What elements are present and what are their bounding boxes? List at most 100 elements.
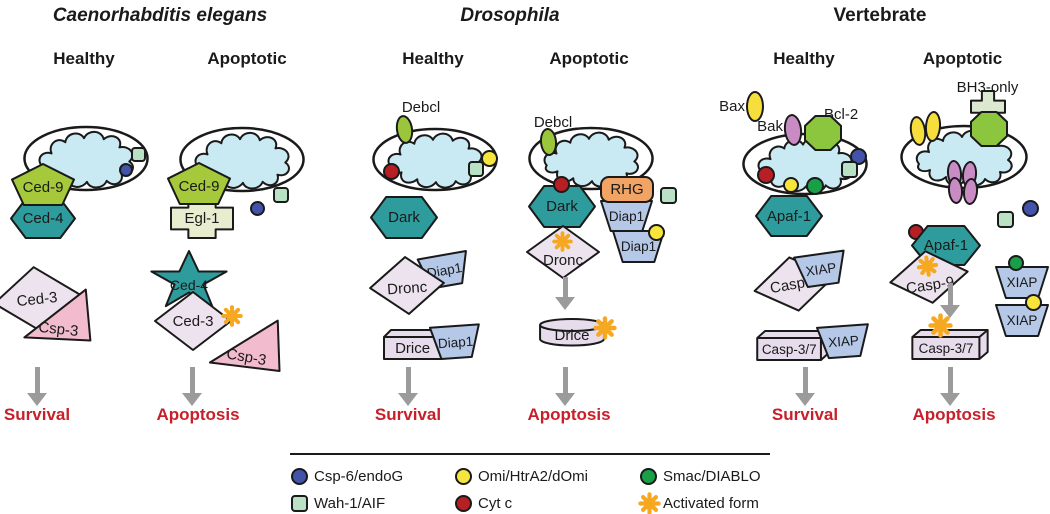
dronc-diamond: Dronc	[368, 254, 446, 316]
csp3-triangle: Csp-3	[210, 310, 288, 374]
vertebrate-healthy-header: Healthy	[773, 49, 835, 68]
dark-hexagon: Dark	[529, 186, 595, 227]
bak-label: Bak	[757, 118, 783, 135]
ced9-label: Ced-9	[22, 179, 64, 196]
omi-icon	[481, 150, 498, 167]
cytc-icon	[553, 176, 570, 193]
panel-title-celegans: Caenorhabditis elegans	[52, 5, 268, 26]
legend-smac-icon	[640, 468, 657, 485]
apaf1-label: Apaf-1	[923, 237, 969, 254]
wah1-aif-icon	[273, 187, 289, 203]
dronc-label: Dronc	[386, 278, 428, 299]
csp3-triangle: Csp-3	[24, 284, 95, 345]
outcome-apoptosis: Apoptosis	[156, 405, 240, 424]
bh3only-label: BH3-only	[956, 79, 1019, 96]
rhg-box: RHG	[600, 176, 654, 203]
casp37-label: Casp-3/7	[761, 341, 817, 357]
bax-protein	[746, 91, 764, 122]
legend-activated-form-icon	[638, 492, 661, 514]
ced4-star: Ced-4	[149, 251, 229, 313]
smac-icon	[1008, 255, 1024, 271]
xiap-label: XIAP	[1006, 275, 1038, 290]
activated-form-icon	[928, 313, 953, 338]
activation-arrow	[940, 283, 960, 318]
debcl-label: Debcl	[401, 99, 441, 116]
outcome-apoptosis: Apoptosis	[527, 405, 611, 424]
legend-wah1-aif-icon	[291, 495, 308, 512]
casp37-box: Casp-3/7	[910, 327, 990, 361]
drosophila-healthy-header: Healthy	[402, 49, 464, 68]
apaf1-label: Apaf-1	[766, 207, 812, 225]
legend-omi-icon	[455, 468, 472, 485]
diap1-trapezoid: Diap1	[601, 201, 652, 231]
diap1-label: Diap1	[620, 239, 657, 254]
bak-protein	[961, 177, 980, 206]
activated-form-icon	[593, 316, 617, 340]
bax-label: Bax	[719, 98, 745, 115]
outcome-survival: Survival	[771, 405, 839, 424]
casp9-diamond: Casp-9	[887, 246, 971, 308]
survival-arrow	[398, 367, 418, 406]
egl1-label: Egl-1	[184, 210, 220, 227]
mitochondrion	[371, 127, 499, 192]
omi-icon	[783, 177, 799, 193]
outcome-survival: Survival	[3, 405, 71, 424]
omi-icon	[648, 224, 665, 241]
activation-arrow	[555, 277, 575, 310]
casp37-label: Casp-3/7	[918, 340, 974, 356]
cytc-icon	[383, 163, 400, 180]
debcl-label: Debcl	[533, 114, 573, 131]
dark-label: Dark	[388, 209, 420, 226]
legend-activated-form-label: Activated form	[663, 495, 759, 512]
bcl2-octagon	[971, 112, 1007, 146]
apoptosis-arrow	[940, 367, 960, 406]
outcome-survival: Survival	[374, 405, 442, 424]
ced9-pentagon: Ced-9	[168, 163, 230, 204]
legend-csp6-endog-label: Csp-6/endoG	[314, 468, 404, 485]
xiap-trapezoid: XIAP	[996, 267, 1048, 298]
egl1-cross: Egl-1	[171, 199, 233, 238]
apoptosis-arrow	[555, 367, 575, 406]
legend-wah1-aif-label: Wah-1/AIF	[314, 495, 386, 512]
drice-label: Drice	[554, 326, 590, 344]
legend-smac-label: Smac/DIABLO	[663, 468, 761, 485]
dark-label: Dark	[546, 198, 578, 215]
celegans-healthy-header: Healthy	[53, 49, 115, 68]
wah1-aif-icon	[131, 147, 146, 162]
wah1-aif-icon	[468, 161, 484, 177]
casp37-box: Casp-3/7	[755, 328, 831, 362]
xiap-label: XIAP	[1006, 313, 1038, 328]
csp6-endog-icon	[119, 163, 133, 177]
mitochondrion	[527, 126, 655, 191]
rhg-label: RHG	[610, 181, 644, 198]
ced4-label: Ced-4	[22, 210, 64, 227]
dark-hexagon: Dark	[371, 197, 437, 238]
diap1-trapezoid: Diap1	[430, 324, 481, 359]
xiap-trapezoid: XIAP	[996, 305, 1048, 336]
bcl2-octagon	[805, 116, 841, 150]
outcome-apoptosis: Apoptosis	[912, 405, 996, 424]
diap1-trapezoid: Diap1	[613, 231, 664, 262]
legend-csp6-endog-icon	[291, 468, 308, 485]
panel-title-vertebrate: Vertebrate	[833, 5, 927, 26]
csp6-endog-icon	[250, 201, 265, 216]
wah1-aif-icon	[841, 161, 858, 178]
dronc-label: Dronc	[542, 251, 583, 269]
csp6-endog-icon	[1022, 200, 1039, 217]
dronc-diamond: Dronc	[527, 226, 599, 278]
ced9-pentagon: Ced-9	[12, 164, 74, 205]
xiap-label: XIAP	[827, 332, 860, 351]
activated-form-icon	[552, 231, 573, 252]
diap1-label: Diap1	[608, 208, 645, 224]
ced9-label: Ced-9	[178, 178, 220, 195]
wah1-aif-icon	[997, 211, 1014, 228]
csp6-endog-icon	[850, 148, 867, 165]
apaf1-hexagon: Apaf-1	[756, 196, 822, 236]
survival-arrow	[27, 367, 47, 406]
mitochondrion	[741, 132, 869, 196]
activated-form-icon	[915, 254, 940, 279]
xiap-trapezoid: XIAP	[794, 251, 848, 289]
xiap-trapezoid: XIAP	[817, 324, 870, 358]
ced4-hexagon: Ced-4	[11, 199, 75, 238]
